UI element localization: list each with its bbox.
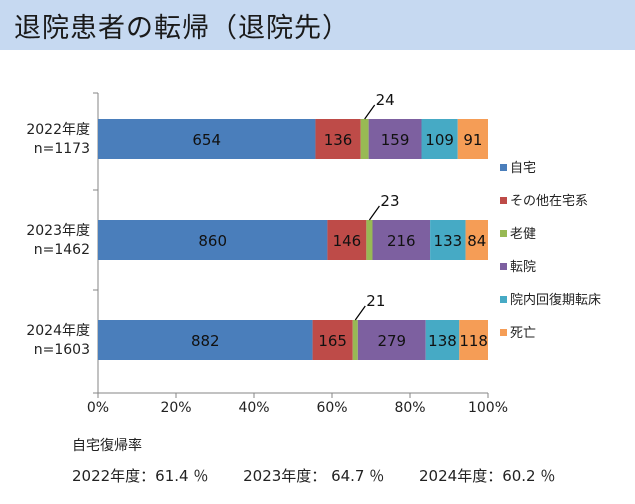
legend-label: 自宅 — [510, 161, 536, 176]
legend-label: 院内回復期転床 — [510, 292, 601, 308]
data-label: 146 — [333, 232, 362, 250]
category-label: 2024年度 — [26, 323, 90, 339]
bar-segment — [430, 220, 466, 260]
data-label: 882 — [191, 332, 220, 350]
legend-swatch — [500, 263, 507, 270]
stacked-bar-chart: 0% 20% 40% 60% 80% 100% 2022年度 n=1173 2023年度 n=14… — [26, 91, 601, 416]
category-label: n=1173 — [34, 141, 90, 157]
x-tick-label: 80% — [394, 400, 425, 416]
data-label: 23 — [380, 192, 399, 210]
legend-swatch — [500, 164, 507, 171]
data-label: 216 — [387, 232, 416, 250]
bar-segment — [312, 320, 353, 360]
data-label: 84 — [467, 232, 486, 250]
title-bar: 退院患者の転帰（退院先） — [0, 0, 635, 50]
bar-segment — [98, 119, 316, 159]
legend-swatch — [500, 197, 507, 204]
bar-segment — [98, 320, 313, 360]
data-label: 136 — [324, 131, 353, 149]
data-label: 138 — [428, 332, 457, 350]
rate-2023: 2023年度： 64.7 ％ — [243, 467, 385, 485]
data-label: 21 — [366, 292, 385, 310]
x-tick-label: 20% — [160, 400, 191, 416]
bar-segment — [457, 119, 488, 159]
bar-segment — [357, 320, 426, 360]
data-label: 860 — [198, 232, 227, 250]
bar-segment — [465, 220, 488, 260]
data-label: 165 — [318, 332, 347, 350]
callout-leader — [354, 305, 366, 321]
data-label: 118 — [459, 332, 488, 350]
category-label: 2023年度 — [26, 223, 90, 239]
legend-label: 転院 — [510, 260, 536, 275]
bar-segment — [459, 320, 488, 360]
bar-segment — [98, 220, 328, 260]
bar-segment — [360, 119, 369, 159]
data-label: 654 — [192, 131, 221, 149]
home-return-rate-label: 自宅復帰率 — [72, 438, 142, 454]
x-tick-label: 40% — [238, 400, 269, 416]
data-label: 159 — [381, 131, 410, 149]
bar-segment — [372, 220, 431, 260]
bar-segment — [366, 220, 373, 260]
legend-swatch — [500, 329, 507, 336]
data-label: 133 — [434, 232, 463, 250]
bar-segment — [352, 320, 358, 360]
callout-leader — [364, 104, 376, 120]
category-label: n=1462 — [34, 242, 90, 258]
rate-2024: 2024年度：60.2 ％ — [419, 467, 556, 485]
legend-swatch — [500, 230, 507, 237]
x-tick-label: 0% — [87, 400, 109, 416]
bar-segment — [327, 220, 367, 260]
legend-label: その他在宅系 — [510, 194, 588, 209]
bar-segment — [421, 119, 458, 159]
page-title: 退院患者の転帰（退院先） — [14, 13, 350, 44]
x-tick-label: 60% — [316, 400, 347, 416]
bar-segment — [368, 119, 422, 159]
x-tick-label: 100% — [468, 400, 508, 416]
legend-swatch — [500, 296, 507, 303]
rate-2022: 2022年度：61.4 ％ — [72, 467, 209, 485]
legend-label: 老健 — [510, 227, 536, 242]
data-label: 109 — [425, 131, 454, 149]
callout-leader — [368, 205, 380, 221]
home-return-rates: 2022年度：61.4 ％ 2023年度： 64.7 ％ 2024年度：60.2… — [72, 465, 585, 486]
category-label: 2022年度 — [26, 122, 90, 138]
legend-label: 死亡 — [510, 326, 536, 341]
bar-segment — [315, 119, 361, 159]
data-label: 24 — [376, 91, 395, 109]
data-label: 91 — [463, 131, 482, 149]
data-label: 279 — [377, 332, 406, 350]
bar-segment — [425, 320, 460, 360]
category-label: n=1603 — [34, 342, 90, 358]
